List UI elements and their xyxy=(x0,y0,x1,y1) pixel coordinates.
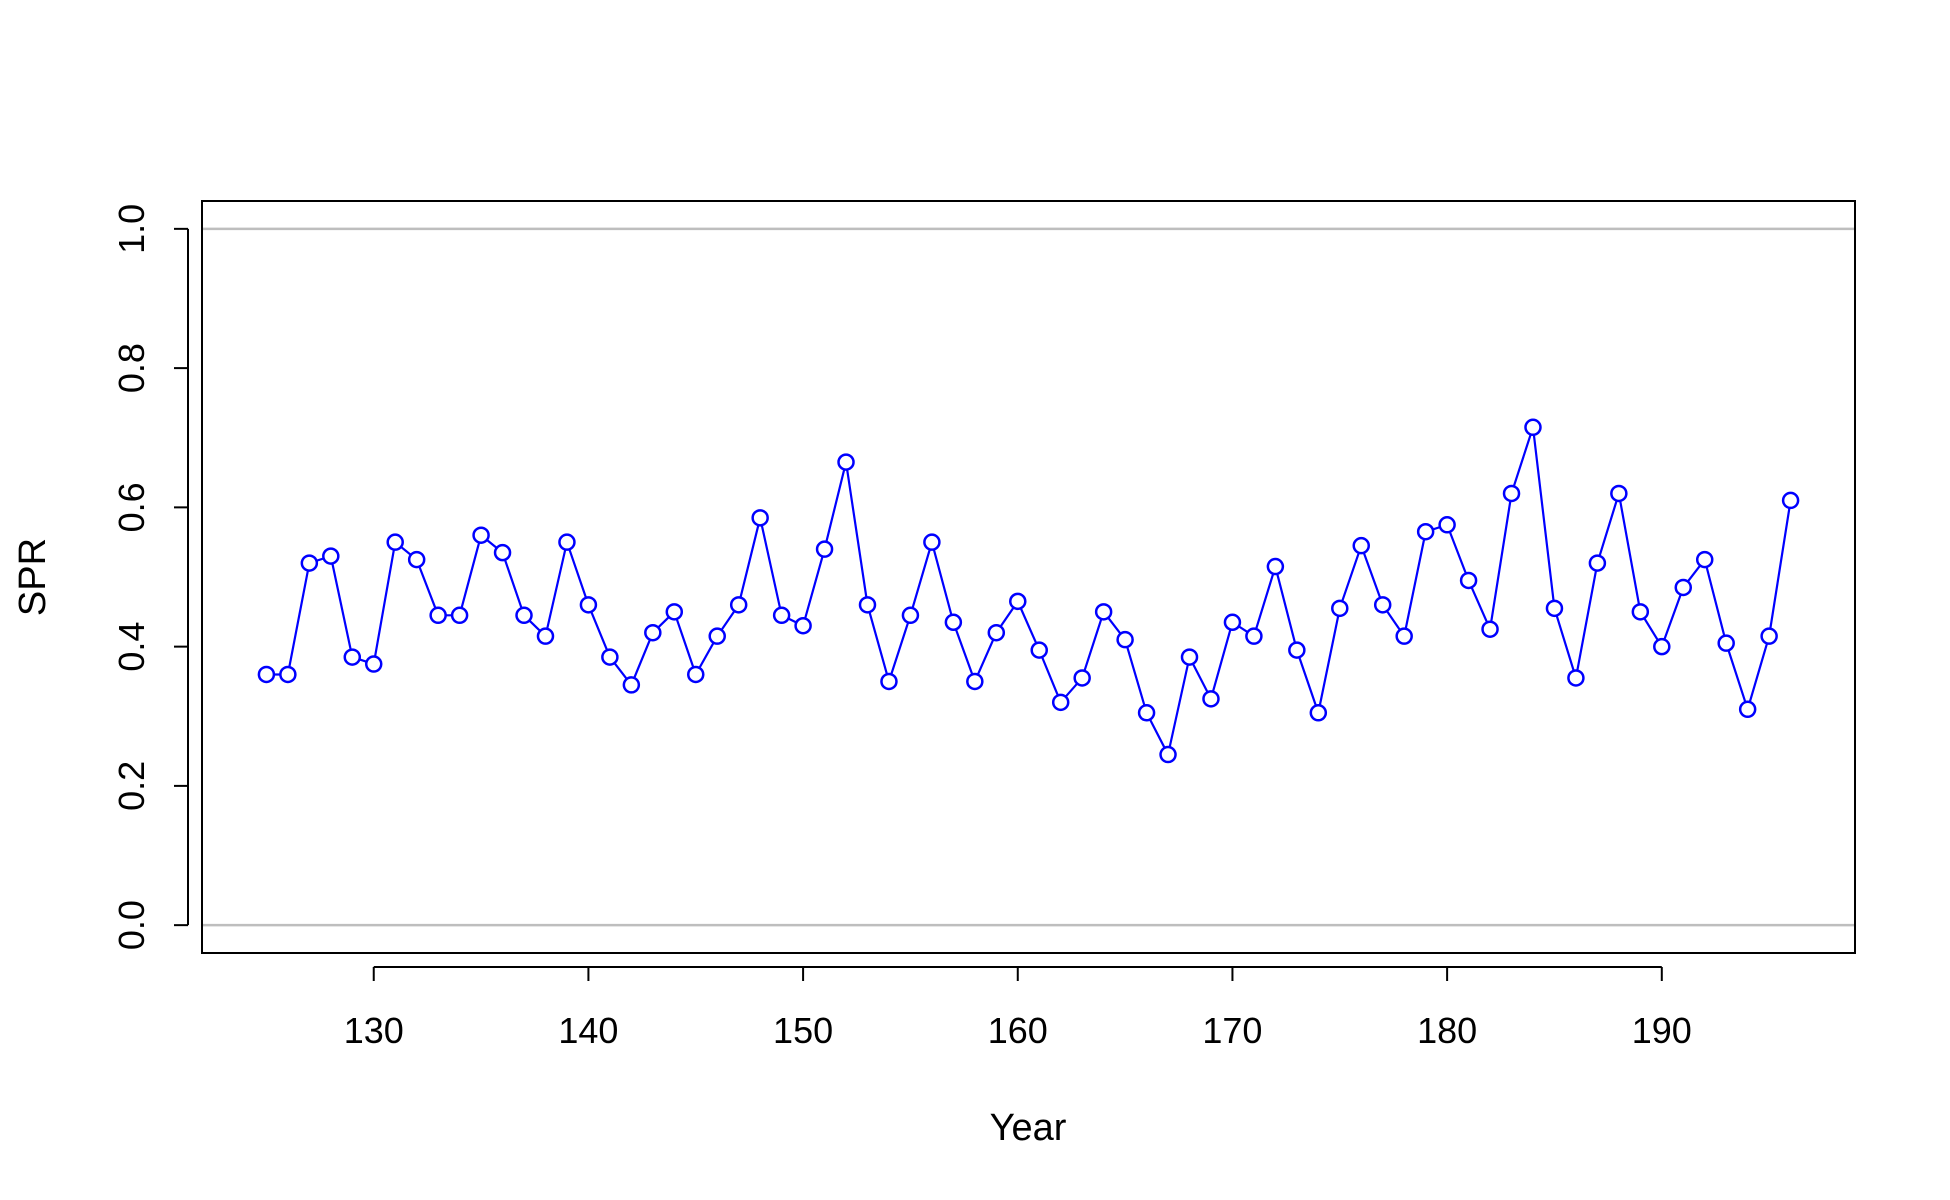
x-axis: 130 140 150 160 170 180 190 xyxy=(344,966,1692,1051)
y-tick-label: 0.6 xyxy=(111,482,152,532)
data-point xyxy=(1266,557,1285,576)
data-point xyxy=(1073,669,1091,687)
data-point xyxy=(729,596,748,614)
plot-frame xyxy=(201,200,1856,954)
data-point xyxy=(622,676,641,694)
data-point xyxy=(1288,641,1306,659)
data-point xyxy=(1137,704,1156,722)
data-point xyxy=(257,665,276,684)
data-point xyxy=(1631,603,1650,621)
data-point xyxy=(1030,641,1048,659)
data-point xyxy=(751,509,769,527)
data-point xyxy=(1051,693,1070,712)
data-point xyxy=(772,606,791,625)
data-point xyxy=(1309,704,1328,722)
data-point xyxy=(1159,745,1177,764)
y-tick-label: 0.4 xyxy=(111,622,152,672)
data-point xyxy=(1094,603,1113,621)
data-point xyxy=(1524,418,1542,437)
data-point xyxy=(858,596,877,614)
data-point xyxy=(944,613,963,632)
series-line xyxy=(266,426,1792,756)
data-point xyxy=(536,627,555,645)
data-point xyxy=(665,603,684,621)
data-point xyxy=(1545,599,1564,618)
data-point xyxy=(1653,637,1671,656)
data-point xyxy=(579,596,598,614)
data-point xyxy=(708,627,726,645)
data-point xyxy=(1180,648,1199,666)
data-point xyxy=(1438,516,1456,534)
data-point xyxy=(1202,690,1220,708)
x-axis-title: Year xyxy=(990,1107,1067,1149)
data-point xyxy=(1781,491,1800,510)
data-point xyxy=(1717,634,1735,652)
x-tick-label: 190 xyxy=(1632,1010,1692,1051)
data-point xyxy=(472,526,490,544)
series-layer xyxy=(257,418,1800,764)
y-tick-label: 1.0 xyxy=(111,204,152,254)
data-point xyxy=(601,648,619,666)
data-point xyxy=(1502,484,1521,503)
data-point xyxy=(450,606,469,625)
data-point xyxy=(901,606,920,625)
y-axis-title: SPR xyxy=(12,538,54,616)
data-point xyxy=(1116,630,1134,649)
data-point xyxy=(493,543,512,562)
data-point xyxy=(1459,571,1478,590)
data-point xyxy=(407,550,426,569)
data-point xyxy=(1567,669,1585,687)
data-point xyxy=(644,623,662,642)
data-point xyxy=(322,547,340,565)
data-point xyxy=(987,623,1006,642)
data-point xyxy=(558,533,576,551)
data-point xyxy=(343,648,362,666)
x-tick-label: 130 xyxy=(344,1010,404,1051)
y-tick-label: 0.8 xyxy=(111,343,152,393)
data-point xyxy=(279,665,297,684)
data-point xyxy=(837,453,855,471)
data-point xyxy=(515,606,533,625)
x-tick-label: 150 xyxy=(773,1010,833,1051)
data-point xyxy=(815,540,834,558)
data-point xyxy=(1695,550,1714,569)
x-tick-label: 180 xyxy=(1417,1010,1477,1051)
data-point xyxy=(1674,578,1693,597)
data-point xyxy=(880,672,898,691)
y-tick-label: 0.2 xyxy=(111,761,152,811)
x-tick-label: 160 xyxy=(988,1010,1048,1051)
data-point xyxy=(300,554,319,572)
data-point xyxy=(1009,592,1027,611)
data-point xyxy=(1395,627,1413,645)
data-point xyxy=(429,606,447,625)
data-point xyxy=(1416,522,1435,541)
data-point xyxy=(966,672,984,691)
data-point xyxy=(364,655,383,673)
data-point xyxy=(1352,536,1370,555)
reference-lines xyxy=(202,227,1855,927)
data-point xyxy=(1373,596,1392,614)
data-point xyxy=(1481,620,1499,638)
data-point xyxy=(923,533,941,551)
data-point xyxy=(1588,554,1607,572)
x-tick-label: 140 xyxy=(558,1010,618,1051)
data-point xyxy=(386,533,404,551)
y-axis: 0.0 0.2 0.4 0.6 0.8 1.0 xyxy=(111,204,189,950)
data-point xyxy=(794,616,812,635)
data-point xyxy=(1331,599,1349,618)
data-point xyxy=(1738,700,1757,719)
x-tick-label: 170 xyxy=(1202,1010,1262,1051)
data-point xyxy=(1245,627,1263,645)
data-point xyxy=(1610,484,1628,503)
y-tick-label: 0.0 xyxy=(111,900,152,950)
data-point xyxy=(1760,627,1778,645)
data-point xyxy=(1223,613,1242,632)
data-point xyxy=(687,665,705,684)
